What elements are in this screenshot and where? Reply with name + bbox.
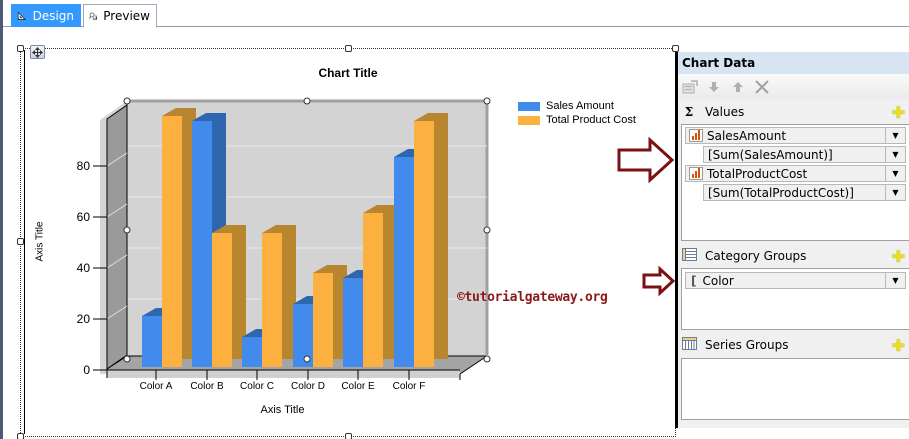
- tab-design[interactable]: Design: [11, 4, 81, 27]
- delete-icon[interactable]: [754, 79, 770, 95]
- y-axis-title[interactable]: Axis Title: [34, 221, 46, 262]
- view-tab-bar: Design Preview: [3, 0, 909, 28]
- series-groups-list: [681, 358, 909, 420]
- value-expression-totalproductcost[interactable]: [Sum(TotalProductCost)] ▼: [703, 184, 906, 201]
- y-tick-60: 60: [76, 210, 90, 224]
- annotation-arrow-values: [617, 136, 675, 184]
- x-axis-title[interactable]: Axis Title: [260, 404, 305, 416]
- resize-handle-bl[interactable]: [17, 433, 24, 439]
- legend-item-sales-amount: Sales Amount: [518, 99, 636, 113]
- chevron-down-icon[interactable]: ▼: [885, 147, 905, 162]
- sigma-icon: Σ: [684, 105, 694, 119]
- category-groups-list: [ Color ▼: [681, 268, 909, 330]
- value-field-totalproductcost[interactable]: TotalProductCost ▼: [685, 165, 906, 182]
- preview-magnifier-icon: [89, 12, 98, 20]
- chart-data-title: Chart Data: [678, 52, 909, 74]
- add-category-group-plus-icon[interactable]: ✚: [891, 246, 905, 266]
- category-groups-icon: [681, 248, 697, 264]
- series-groups-icon: [681, 337, 697, 353]
- bar-colorb-cost[interactable]: [212, 225, 246, 367]
- category-groups-label: Category Groups: [705, 249, 807, 263]
- category-groups-header: Category Groups ✚: [681, 246, 907, 266]
- chart-legend[interactable]: Sales Amount Total Product Cost: [518, 99, 636, 127]
- chevron-down-icon[interactable]: ▼: [885, 185, 905, 200]
- properties-icon[interactable]: [682, 79, 698, 95]
- series-groups-header: Series Groups ✚: [681, 335, 907, 355]
- annotation-arrow-category: [642, 265, 676, 297]
- values-section-header: Σ Values ✚: [681, 102, 907, 122]
- chart-region[interactable]: [24, 50, 674, 434]
- values-label: Values: [705, 105, 745, 119]
- bar-colore-cost[interactable]: [363, 205, 397, 367]
- bar-colora-cost[interactable]: [162, 108, 196, 367]
- value-field-salesamount[interactable]: SalesAmount ▼: [685, 127, 906, 144]
- resize-handle-tr[interactable]: [672, 45, 679, 52]
- bar-colorf-cost[interactable]: [414, 113, 448, 367]
- column-chart-series-icon: [689, 129, 703, 142]
- chevron-down-icon[interactable]: ▼: [885, 273, 905, 288]
- legend-label: Total Product Cost: [546, 114, 636, 126]
- add-series-group-plus-icon[interactable]: ✚: [891, 335, 905, 355]
- bar-colorc-cost[interactable]: [262, 225, 296, 367]
- y-tick-40: 40: [76, 261, 90, 275]
- column-chart-series-icon: [689, 167, 703, 180]
- y-tick-0: 0: [83, 363, 90, 377]
- chevron-down-icon[interactable]: ▼: [885, 128, 905, 143]
- series-groups-label: Series Groups: [705, 338, 789, 352]
- move-down-icon[interactable]: [706, 79, 722, 95]
- move-arrows-icon: [32, 46, 43, 58]
- group-bracket-icon: [: [691, 273, 697, 288]
- value-field-name: SalesAmount: [707, 128, 787, 143]
- legend-swatch-orange: [518, 115, 540, 125]
- resize-handle-tl[interactable]: [17, 45, 24, 52]
- resize-handle-bc[interactable]: [345, 433, 352, 439]
- resize-handle-tc[interactable]: [345, 45, 352, 52]
- tab-preview-label: Preview: [103, 9, 150, 23]
- x-tick-color-b: Color B: [190, 381, 224, 392]
- chart-title[interactable]: Chart Title: [318, 66, 378, 80]
- y-tick-20: 20: [76, 312, 90, 326]
- move-handle[interactable]: [30, 45, 45, 59]
- value-expression-text: [Sum(SalesAmount)]: [708, 147, 833, 162]
- legend-label: Sales Amount: [546, 100, 614, 112]
- x-tick-color-f: Color F: [392, 381, 426, 392]
- bar-colord-cost[interactable]: [313, 265, 347, 367]
- design-ruler-icon: [17, 11, 27, 20]
- x-tick-color-a: Color A: [139, 381, 173, 392]
- watermark: ©tutorialgateway.org: [457, 290, 608, 305]
- column-chart-3d[interactable]: [0, 0, 680, 439]
- category-group-name: Color: [702, 273, 734, 288]
- chart-data-pane: Chart Data Σ Values ✚ SalesAmount ▼ [Sum…: [675, 52, 909, 428]
- resize-handle-ml[interactable]: [17, 238, 24, 245]
- tab-design-label: Design: [32, 8, 74, 23]
- x-tick-color-d: Color D: [291, 381, 325, 392]
- value-expression-text: [Sum(TotalProductCost)]: [708, 185, 854, 200]
- y-tick-80: 80: [76, 159, 90, 173]
- x-tick-color-c: Color C: [240, 381, 274, 392]
- add-value-plus-icon[interactable]: ✚: [891, 102, 905, 122]
- move-up-icon[interactable]: [730, 79, 746, 95]
- chevron-down-icon[interactable]: ▼: [885, 166, 905, 181]
- values-list: SalesAmount ▼ [Sum(SalesAmount)] ▼ Total…: [681, 124, 909, 241]
- category-group-color[interactable]: [ Color ▼: [685, 272, 906, 289]
- tab-preview[interactable]: Preview: [83, 4, 157, 28]
- legend-item-total-product-cost: Total Product Cost: [518, 113, 636, 127]
- legend-swatch-blue: [518, 101, 540, 111]
- window-left-border: [0, 0, 3, 439]
- x-tick-color-e: Color E: [341, 381, 375, 392]
- chart-data-toolbar: [678, 74, 909, 99]
- value-field-name: TotalProductCost: [707, 166, 808, 181]
- value-expression-salesamount[interactable]: [Sum(SalesAmount)] ▼: [703, 146, 906, 163]
